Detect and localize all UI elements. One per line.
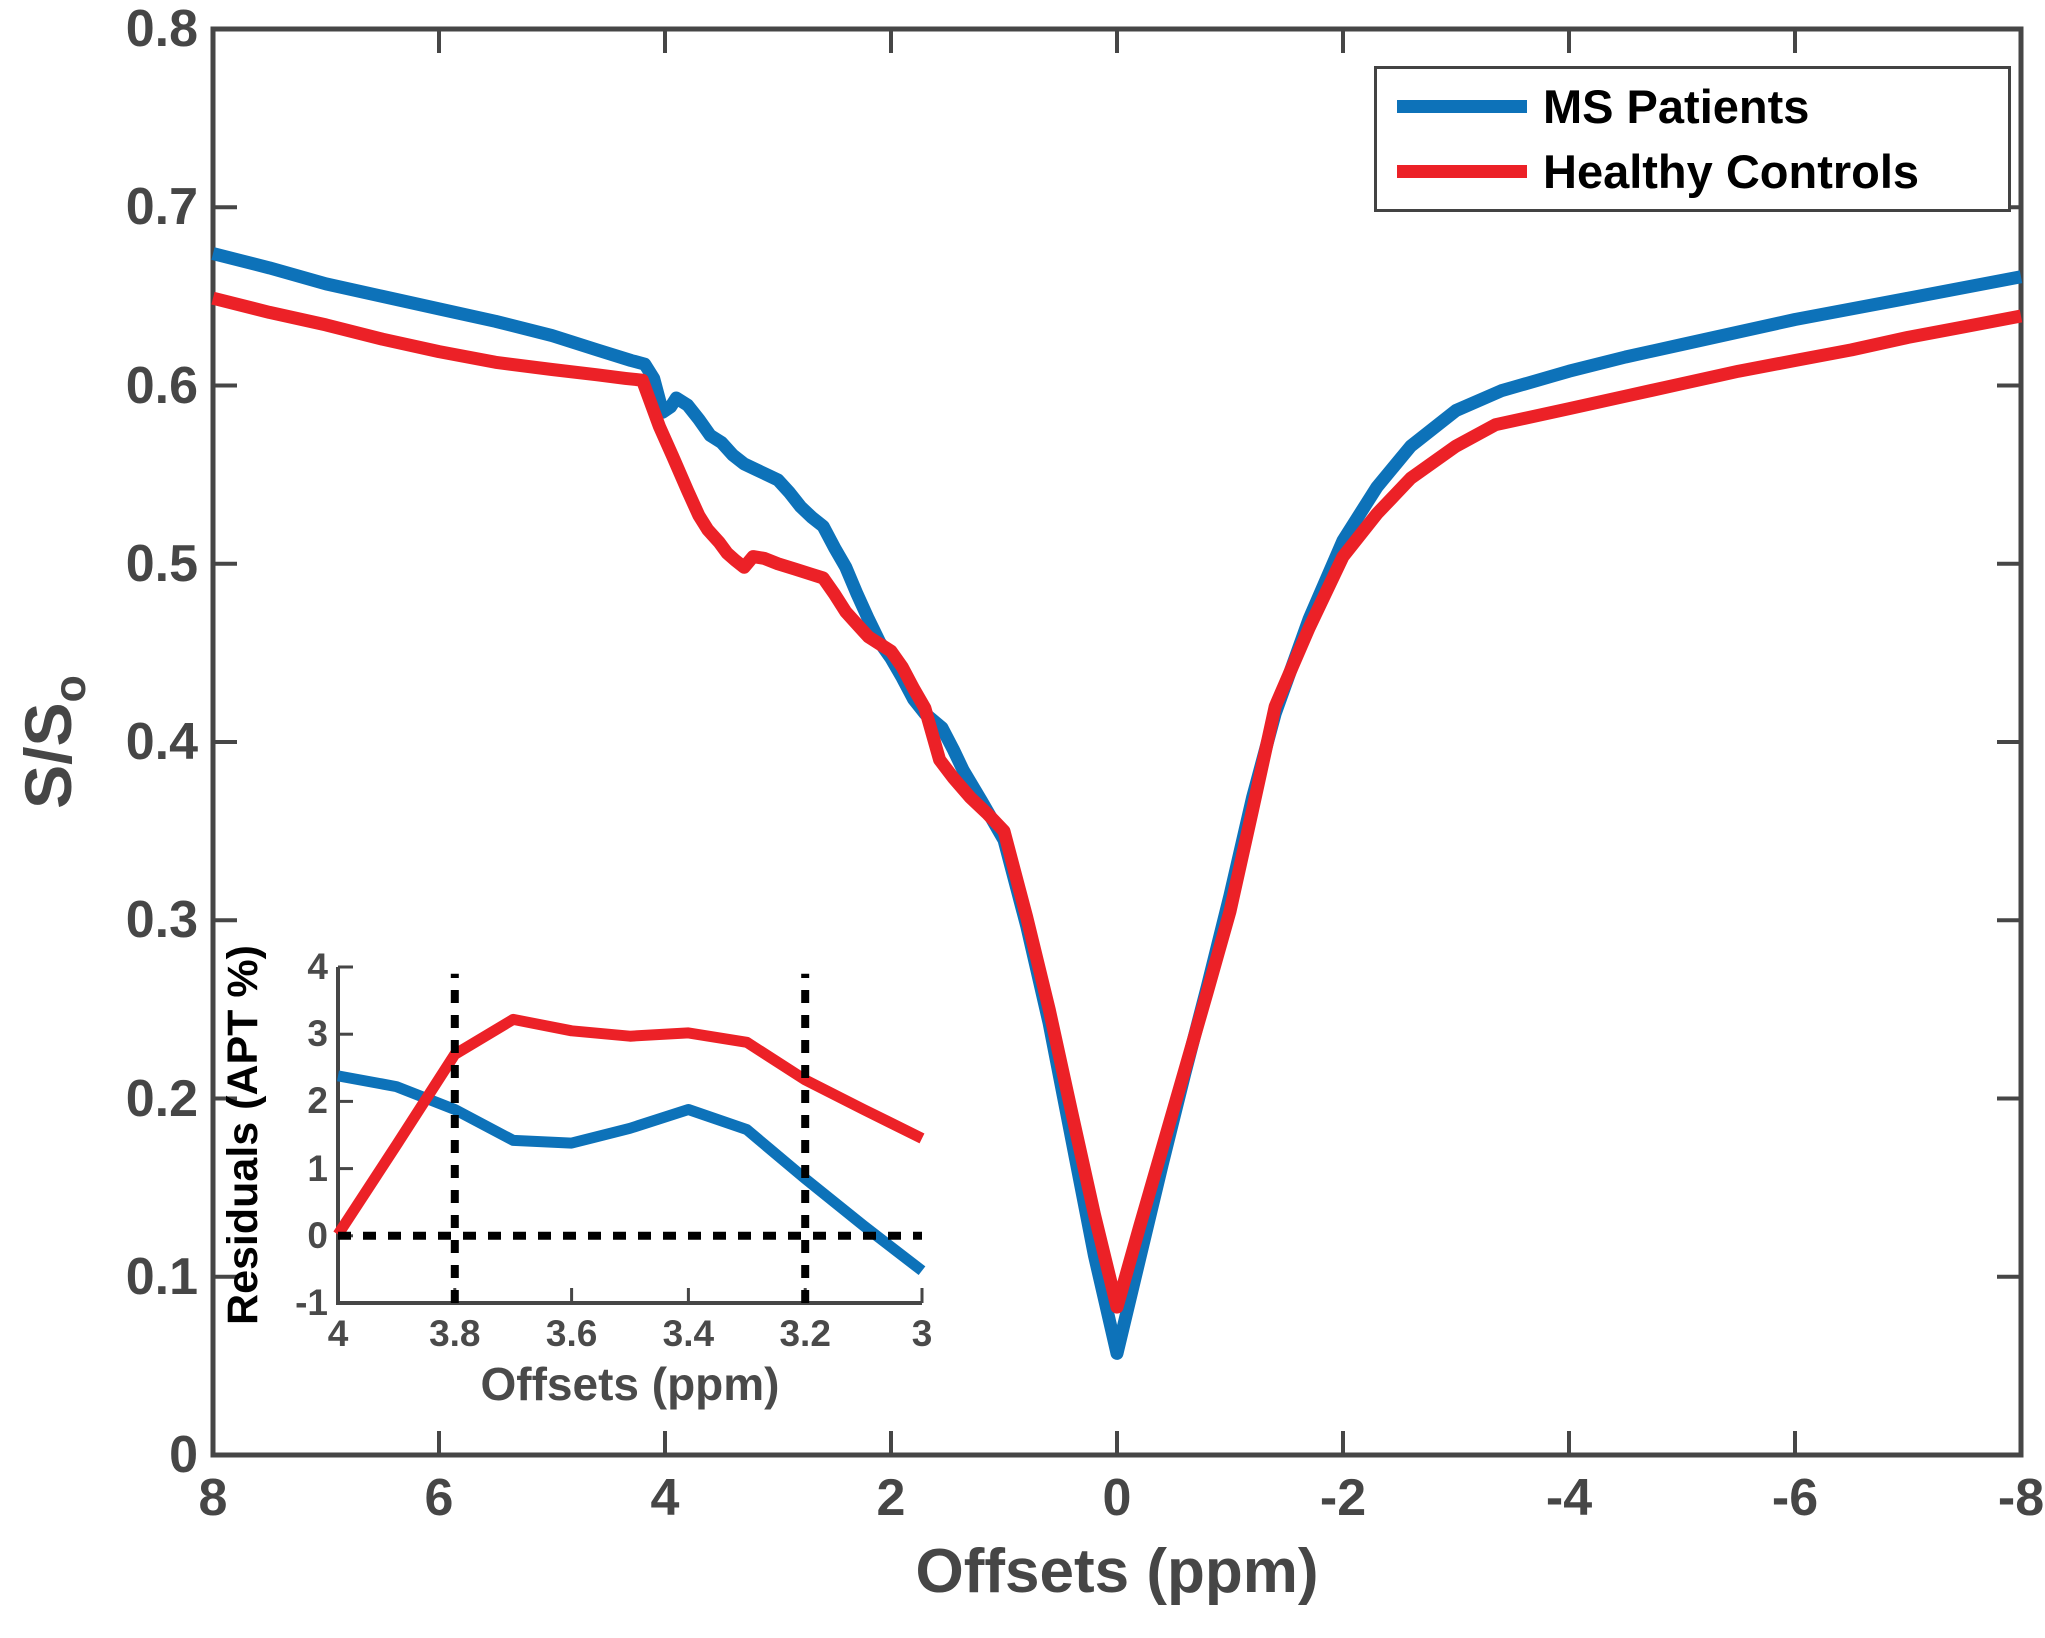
main-x-tick-label: 2	[876, 1469, 906, 1527]
main-y-tick-label: 0	[169, 1426, 198, 1484]
inset-y-tick-label: 2	[307, 1080, 328, 1122]
healthy-controls-line-swatch	[1397, 165, 1527, 178]
legend-label-ms-patients: MS Patients	[1543, 80, 1810, 133]
main-y-tick-label: 0.1	[125, 1247, 198, 1306]
main-x-tick-label: -8	[1997, 1469, 2045, 1527]
main-axes-frame	[210, 26, 2024, 1458]
main-series-healthy-controls	[211, 291, 2023, 1314]
inset-x-tick-label: 3.8	[429, 1313, 481, 1354]
inset-x-tick-label: 3.6	[545, 1313, 598, 1354]
main-x-tick-label: 8	[198, 1469, 228, 1527]
inset-series-ms-patients	[337, 1070, 926, 1276]
main-x-tick-label: 6	[424, 1469, 454, 1527]
main-y-tick-label: 0.2	[125, 1069, 198, 1128]
main-x-tick-label: -6	[1771, 1469, 1819, 1527]
inset-series-healthy-controls	[333, 1013, 925, 1238]
inset-y-tick-label: 1	[307, 1147, 328, 1189]
main-series-ms-patients	[211, 247, 2023, 1360]
inset-x-tick-label: 3.2	[779, 1313, 831, 1354]
inset-y-tick-label: 0	[307, 1214, 328, 1256]
inset-y-tick-label: -1	[295, 1282, 328, 1323]
main-y-axis-label-subscript: o	[44, 675, 96, 703]
legend-label-healthy-controls: Healthy Controls	[1543, 145, 1920, 198]
main-x-tick-label: -4	[1545, 1469, 1593, 1527]
inset-x-tick-label: 3.4	[662, 1313, 715, 1354]
main-y-tick-label: 0.8	[125, 0, 198, 58]
inset-y-tick-label: 4	[307, 946, 328, 987]
main-x-tick-label: 0	[1102, 1469, 1132, 1527]
ms-patients-line-swatch	[1397, 100, 1527, 113]
inset-x-tick-label: 4	[327, 1313, 349, 1354]
inset-y-tick-label: 3	[307, 1013, 328, 1055]
inset-x-tick-label: 3	[911, 1313, 933, 1354]
main-x-tick-label: -2	[1319, 1469, 1367, 1527]
legend: MS Patients Healthy Controls	[1374, 66, 2011, 212]
main-y-tick-label: 0.7	[125, 178, 198, 237]
legend-item-healthy-controls: Healthy Controls	[1377, 144, 2008, 199]
inset-x-axis-label: Offsets (ppm)	[480, 1358, 780, 1410]
main-y-tick-label: 0.3	[125, 891, 198, 950]
main-y-tick-label: 0.5	[125, 534, 198, 593]
main-y-tick-label: 0.6	[125, 356, 198, 415]
main-x-axis-label: Offsets (ppm)	[915, 1537, 1319, 1606]
legend-item-ms-patients: MS Patients	[1377, 79, 2008, 134]
main-x-tick-label: 4	[650, 1469, 680, 1527]
main-y-tick-label: 0.4	[125, 713, 198, 771]
